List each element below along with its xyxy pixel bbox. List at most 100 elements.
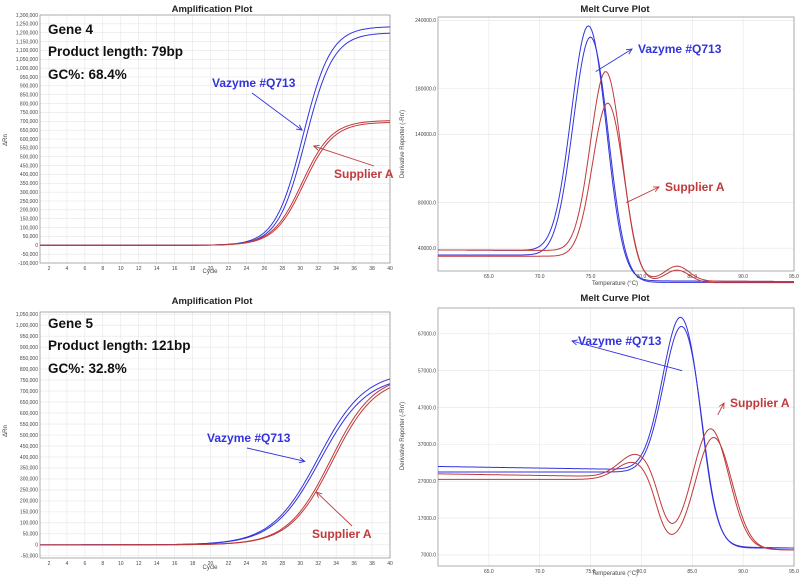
y-tick-label: 57000.0 xyxy=(418,368,436,374)
y-tick-label: 0 xyxy=(35,243,38,249)
x-tick-label: 2 xyxy=(48,266,51,272)
annotation-label: Supplier A xyxy=(312,527,372,541)
x-tick-label: 30 xyxy=(297,561,303,567)
x-tick-label: 8 xyxy=(101,266,104,272)
y-tick-label: 400,000 xyxy=(20,172,38,178)
y-axis-label: ΔRn xyxy=(3,425,9,437)
x-tick-label: 36 xyxy=(351,561,357,567)
annotation-arrow xyxy=(571,340,683,372)
x-tick-label: 2 xyxy=(48,561,51,567)
annotation-arrowhead xyxy=(625,48,633,55)
x-tick-label: 20 xyxy=(208,266,214,272)
x-axis-label: Temperature (°C) xyxy=(592,571,638,577)
plot-area xyxy=(438,308,794,566)
y-tick-label: 300,000 xyxy=(20,190,38,196)
x-tick-label: 30 xyxy=(297,266,303,272)
annotation-arrowhead xyxy=(296,124,303,131)
annotation-arrowhead xyxy=(315,491,323,498)
y-tick-label: 40000.0 xyxy=(418,246,436,252)
x-tick-label: 36 xyxy=(351,266,357,272)
y-tick-label: -50,000 xyxy=(21,252,38,258)
series-line xyxy=(40,120,391,246)
annotation-arrowhead xyxy=(312,144,320,151)
x-tick-label: 95.0 xyxy=(789,274,799,280)
x-tick-label: 20 xyxy=(208,561,214,567)
series-line xyxy=(438,436,795,551)
annotation-label: Vazyme #Q713 xyxy=(212,76,296,90)
x-tick-label: 18 xyxy=(190,266,196,272)
y-tick-label: 150,000 xyxy=(20,217,38,223)
annotation-label: Supplier A xyxy=(730,396,790,410)
y-tick-label: 500,000 xyxy=(20,155,38,161)
x-tick-label: 40 xyxy=(387,561,393,567)
y-tick-label: 1,150,000 xyxy=(16,39,38,45)
x-tick-label: 16 xyxy=(172,266,178,272)
x-tick-label: 26 xyxy=(262,266,268,272)
x-tick-label: 12 xyxy=(136,561,142,567)
annotation-label: Vazyme #Q713 xyxy=(638,42,722,56)
annotation-arrowhead xyxy=(298,457,306,464)
y-tick-label: 17000.0 xyxy=(418,516,436,522)
y-tick-label: 900,000 xyxy=(20,84,38,90)
chart-panel-4: Melt Curve Plot 65.0 70.0 75.0 80.0 85.0 90.0 9… xyxy=(400,293,799,577)
x-tick-label: 85.0 xyxy=(687,569,697,575)
y-tick-label: 450,000 xyxy=(20,444,38,450)
x-tick-label: 90.0 xyxy=(738,569,748,575)
y-tick-label: 950,000 xyxy=(20,334,38,340)
annotation-label: Supplier A xyxy=(665,180,725,194)
x-tick-label: 65.0 xyxy=(484,569,494,575)
x-tick-label: 28 xyxy=(280,266,286,272)
x-tick-label: 22 xyxy=(226,266,232,272)
y-tick-label: 950,000 xyxy=(20,75,38,81)
chart-title: Melt Curve Plot xyxy=(580,4,650,15)
y-tick-label: 140000.0 xyxy=(415,132,436,138)
x-tick-label: 65.0 xyxy=(484,274,494,280)
x-tick-label: 80.0 xyxy=(637,274,647,280)
y-tick-label: 27000.0 xyxy=(418,479,436,485)
y-tick-label: 750,000 xyxy=(20,378,38,384)
annotation-label: Vazyme #Q713 xyxy=(207,431,291,445)
gene-info-line: Product length: 121bp xyxy=(48,338,191,353)
gene-info-line: Product length: 79bp xyxy=(48,44,183,59)
y-tick-label: 650,000 xyxy=(20,400,38,406)
x-tick-label: 26 xyxy=(262,561,268,567)
x-tick-label: 32 xyxy=(315,266,321,272)
annotation-arrow xyxy=(625,186,660,204)
x-tick-label: 4 xyxy=(66,266,69,272)
x-axis-label: Cycle xyxy=(202,565,218,571)
y-tick-label: 240000.0 xyxy=(415,18,436,24)
y-tick-label: 550,000 xyxy=(20,422,38,428)
y-tick-label: 1,300,000 xyxy=(16,13,38,19)
y-axis-label: Derivative Reporter (-Rn') xyxy=(400,402,406,470)
y-tick-label: 67000.0 xyxy=(418,332,436,338)
x-axis-label: Temperature (°C) xyxy=(592,281,638,287)
y-tick-label: 850,000 xyxy=(20,93,38,99)
annotation-label: Vazyme #Q713 xyxy=(578,334,662,348)
x-tick-label: 10 xyxy=(118,561,124,567)
y-tick-label: 1,000,000 xyxy=(16,66,38,72)
series-line xyxy=(437,428,795,551)
x-axis-label: Cycle xyxy=(202,269,218,275)
x-tick-label: 14 xyxy=(154,561,160,567)
y-tick-label: -100,000 xyxy=(18,261,38,267)
annotation-arrowhead xyxy=(718,402,725,410)
x-tick-label: 38 xyxy=(369,561,375,567)
y-tick-label: 80000.0 xyxy=(418,200,436,206)
series-line xyxy=(437,71,795,283)
x-tick-label: 70.0 xyxy=(535,274,545,280)
x-tick-label: 24 xyxy=(244,266,250,272)
x-tick-label: 75.0 xyxy=(586,569,596,575)
y-tick-label: 600,000 xyxy=(20,411,38,417)
y-tick-label: 180000.0 xyxy=(415,87,436,93)
y-tick-label: 50,000 xyxy=(23,532,39,538)
series-line xyxy=(438,326,794,549)
x-tick-label: 10 xyxy=(118,266,124,272)
y-tick-label: 250,000 xyxy=(20,199,38,205)
y-tick-label: 750,000 xyxy=(20,110,38,116)
y-tick-label: 650,000 xyxy=(20,128,38,134)
x-tick-label: 28 xyxy=(280,561,286,567)
